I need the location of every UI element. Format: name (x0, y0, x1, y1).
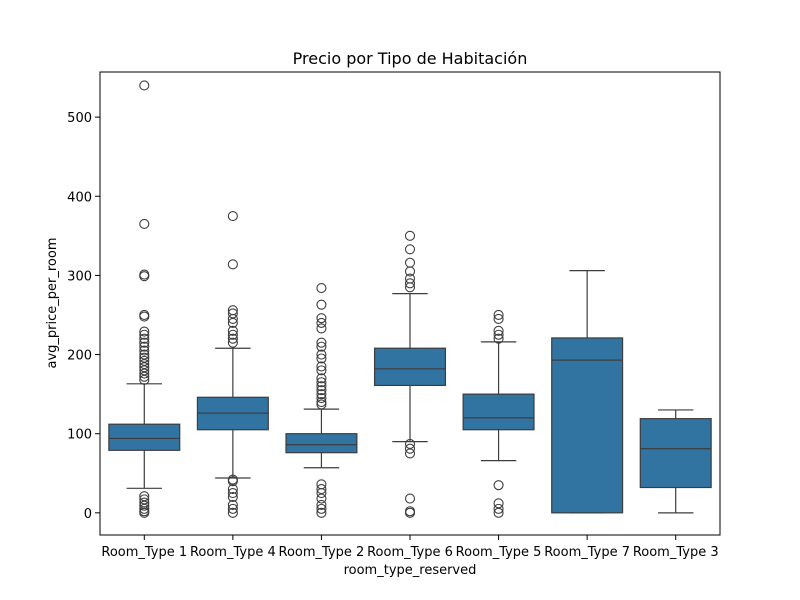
outlier-point (227, 313, 238, 324)
y-tick-label: 500 (67, 111, 92, 126)
outlier-point (404, 507, 416, 518)
outlier-point (493, 309, 504, 321)
x-tick-label: Room_Type 4 (190, 545, 276, 560)
outlier-point (139, 368, 150, 379)
outlier-point (227, 329, 238, 340)
iqr-box (551, 337, 624, 514)
outlier-point (227, 259, 238, 270)
y-tick-label: 300 (67, 269, 92, 284)
y-axis-label: avg_price_per_room (45, 238, 60, 369)
outlier-point (227, 499, 238, 510)
iqr-box (462, 393, 535, 431)
chart-title: Precio por Tipo de Habitación (293, 49, 528, 68)
outlier-point (227, 325, 238, 336)
iqr-box (108, 423, 181, 451)
outlier-point (227, 337, 238, 348)
outlier-point (139, 500, 150, 511)
outlier-point (139, 507, 150, 518)
outlier-point (316, 323, 327, 334)
outlier-point (493, 313, 504, 324)
x-tick-label: Room_Type 5 (456, 545, 542, 560)
iqr-box (373, 347, 447, 387)
outlier-point (316, 361, 327, 372)
outlier-point (316, 385, 327, 396)
outlier-point (227, 491, 238, 503)
outlier-point (404, 257, 416, 268)
outlier-point (139, 329, 150, 340)
outlier-point (404, 230, 416, 241)
outlier-point (316, 365, 327, 376)
outlier-point (139, 337, 150, 348)
outlier-point (493, 480, 504, 491)
outlier-point (139, 371, 150, 382)
outlier-point (316, 507, 327, 518)
outlier-point (227, 476, 238, 487)
x-tick-label: Room_Type 1 (101, 545, 187, 560)
outlier-point (227, 488, 238, 499)
outlier-point (227, 210, 238, 222)
outlier-point (493, 503, 504, 514)
x-axis-label: room_type_reserved (344, 563, 477, 578)
outlier-point (316, 349, 327, 360)
outlier-point (493, 329, 504, 340)
outlier-point (316, 313, 327, 324)
outlier-point (493, 333, 504, 344)
outlier-point (227, 333, 238, 344)
y-tick-label: 0 (84, 507, 92, 522)
x-tick-label: Room_Type 7 (544, 545, 630, 560)
outlier-point (316, 373, 327, 384)
outlier-point (227, 507, 238, 518)
outlier-point (404, 443, 416, 454)
outlier-point (316, 393, 327, 404)
outlier-point (493, 325, 504, 336)
outlier-point (316, 389, 327, 400)
outlier-point (316, 317, 327, 328)
x-tick-label: Room_Type 3 (633, 545, 719, 560)
outlier-point (139, 374, 150, 385)
plot-frame (99, 71, 721, 536)
y-tick-label: 100 (67, 428, 92, 443)
outlier-point (139, 218, 150, 230)
y-tick-label: 200 (67, 349, 92, 364)
outlier-point (139, 326, 150, 337)
outlier-point (404, 282, 416, 293)
outlier-point (404, 448, 416, 459)
outlier-point (139, 503, 150, 514)
outlier-point (139, 311, 150, 322)
outlier-point (316, 283, 327, 294)
outlier-point (316, 377, 327, 388)
outlier-point (316, 399, 327, 410)
outlier-point (139, 80, 150, 91)
x-tick-label: Room_Type 2 (279, 545, 365, 560)
outlier-point (316, 488, 327, 499)
outlier-point (404, 266, 416, 277)
y-tick-label: 400 (67, 190, 92, 205)
outlier-point (316, 503, 327, 514)
outlier-point (139, 271, 150, 282)
outlier-point (316, 337, 327, 348)
outlier-point (316, 299, 327, 310)
outlier-point (404, 244, 416, 255)
outlier-point (316, 341, 327, 352)
outlier-point (139, 345, 150, 356)
outlier-point (404, 493, 416, 504)
outlier-point (316, 499, 327, 510)
outlier-point (404, 278, 416, 289)
outlier-point (316, 396, 327, 408)
iqr-box (639, 418, 712, 489)
outlier-point (227, 484, 238, 495)
iqr-box (285, 433, 358, 454)
outlier-point (227, 317, 238, 328)
outlier-point (139, 341, 150, 352)
outlier-point (316, 381, 327, 392)
outlier-point (227, 503, 238, 514)
outlier-point (139, 333, 150, 344)
outlier-point (316, 353, 327, 364)
outlier-point (493, 507, 504, 518)
x-tick-label: Room_Type 6 (367, 545, 453, 560)
outlier-point (316, 493, 327, 504)
